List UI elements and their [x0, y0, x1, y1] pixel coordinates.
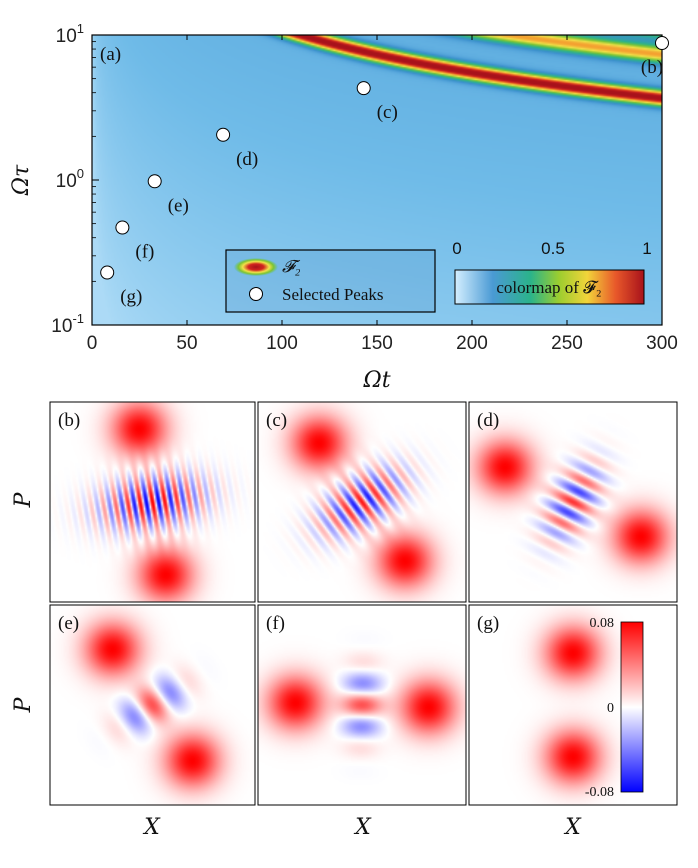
peak-marker	[115, 220, 130, 235]
wigner-panel-label: (d)	[477, 410, 499, 431]
legend: 𝓕₂ Selected Peaks	[225, 249, 436, 313]
x-tick-label: 300	[646, 333, 678, 354]
legend-peak-label: Selected Peaks	[282, 285, 384, 304]
legend-f2-label: 𝓕₂	[282, 257, 301, 276]
peak-label: (d)	[236, 149, 258, 170]
wigner-frame	[257, 604, 467, 806]
x-tick-label: 0	[87, 333, 98, 354]
y-tick-label: 101	[56, 21, 84, 47]
peak-label: (b)	[641, 57, 663, 78]
wigner-panel-label: (b)	[58, 410, 80, 431]
legend-peak-marker	[249, 287, 263, 301]
wigner-map	[258, 402, 466, 602]
legend-f2-swatch	[234, 258, 278, 276]
wigner-panel: (f)	[257, 604, 467, 806]
peak-marker	[100, 265, 115, 280]
panel-label-a: (a)	[100, 44, 121, 65]
colorbar-wigner-bottom: -0.08	[585, 785, 614, 800]
peak-marker	[216, 127, 231, 142]
wigner-map	[469, 605, 677, 805]
wigner-panel-label: (f)	[266, 613, 285, 634]
peak-label: (g)	[120, 287, 142, 308]
peak-label: (f)	[135, 242, 154, 263]
y-ticks-a: 101 100 10-1	[51, 21, 99, 337]
colorbar-wigner-top: 0.08	[590, 616, 615, 631]
peak-marker	[655, 36, 669, 51]
peak-label: (c)	[377, 102, 398, 123]
wigner-frame	[257, 401, 467, 603]
colorbar-f2-label: colormap of 𝓕₂	[496, 278, 601, 297]
y-axis-label-a: Ωτ	[9, 164, 34, 196]
wigner-panel-label: (g)	[477, 613, 499, 634]
x-tick-label: 200	[456, 333, 488, 354]
wigner-panel-label: (c)	[266, 410, 287, 431]
colorbar-f2: 0 0.5 1 colormap of 𝓕₂	[452, 239, 652, 305]
colorbar-wigner: 0.08 0 -0.08	[585, 616, 644, 800]
wigner-frame	[49, 604, 256, 806]
wigner-panels: (b) (c) (d) (e) (f) (g)	[49, 401, 678, 806]
wigner-panel: (c)	[257, 401, 467, 603]
wigner-frame	[468, 401, 678, 603]
wigner-frame	[468, 604, 678, 806]
x-axis-label-a: Ωt	[362, 368, 390, 393]
y-tick-label: 10-1	[51, 311, 84, 337]
wigner-frame	[49, 401, 256, 603]
wigner-xlabel-2: X	[353, 815, 372, 840]
wigner-xlabel-3: X	[563, 815, 582, 840]
wigner-map	[50, 605, 255, 805]
wigner-panel: (g)	[468, 604, 678, 806]
peak-marker	[147, 174, 162, 189]
wigner-panel: (e)	[49, 604, 256, 806]
colorbar-tick-05: 0.5	[541, 239, 565, 258]
wigner-ylabel-top: P	[11, 491, 36, 508]
wigner-map	[469, 402, 677, 602]
colorbar-tick-1: 1	[642, 239, 651, 258]
selected-peaks: (b) (c) (d) (e) (f) (g)	[100, 36, 669, 308]
x-tick-label: 250	[551, 333, 583, 354]
wigner-panel-label: (e)	[58, 613, 79, 634]
wigner-panel: (b)	[49, 401, 256, 603]
wigner-map	[50, 402, 255, 602]
wigner-map	[258, 605, 466, 805]
x-tick-label: 150	[361, 333, 393, 354]
x-tick-label: 100	[266, 333, 298, 354]
y-tick-label: 100	[56, 166, 84, 192]
colorbar-wigner-mid: 0	[607, 701, 614, 716]
peak-marker	[356, 81, 371, 96]
x-ticks-a: 0 50 100 150 200 250 300	[87, 35, 678, 354]
colorbar-wigner-bar	[620, 621, 644, 793]
x-tick-label: 50	[176, 333, 197, 354]
colorbar-tick-0: 0	[452, 239, 461, 258]
colorbar-f2-bar	[454, 269, 645, 305]
wigner-ylabel-bottom: P	[11, 696, 36, 713]
peak-label: (e)	[168, 195, 189, 216]
wigner-panel: (d)	[468, 401, 678, 603]
wigner-xlabel-1: X	[142, 815, 161, 840]
